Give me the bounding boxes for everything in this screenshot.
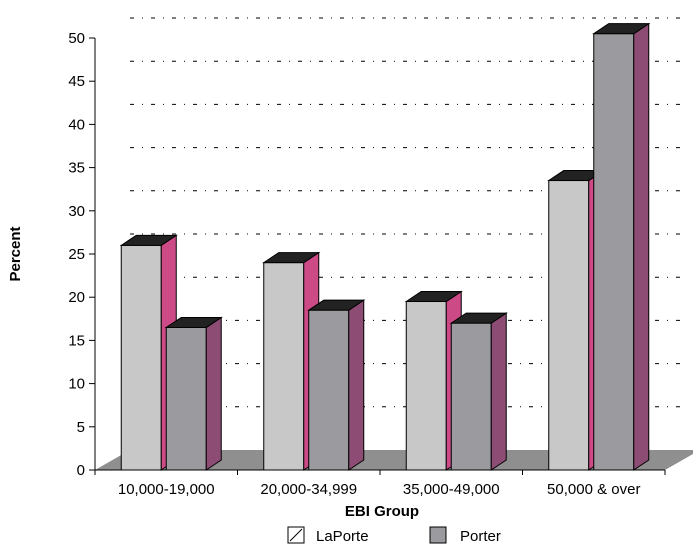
bar-top-laporte-cat1 — [119, 234, 178, 246]
y-tick-label-5: 5 — [77, 419, 85, 436]
x-tick-label-2: 20,000-34,999 — [260, 481, 357, 498]
legend-swatch-porter — [429, 526, 447, 544]
x-tick-label-4: 50,000 & over — [547, 481, 640, 498]
y-tick-label-15: 15 — [68, 332, 85, 349]
bar-top-porter-cat4 — [592, 23, 651, 35]
x-axis-label: EBI Group — [345, 503, 419, 520]
bar-top-porter-cat3 — [449, 312, 508, 324]
x-tick-label-3: 35,000-49,000 — [403, 481, 500, 498]
y-tick-label-35: 35 — [68, 160, 85, 177]
bar-porter-cat4 — [593, 33, 635, 471]
y-tick-label-25: 25 — [68, 246, 85, 263]
bar-laporte-cat2 — [263, 262, 305, 471]
bar-laporte-cat1 — [120, 244, 162, 471]
bar-side-porter-cat3 — [490, 312, 507, 471]
bar-side-porter-cat2 — [348, 299, 365, 471]
bar-porter-cat1 — [165, 326, 207, 471]
bar-top-laporte-cat2 — [262, 252, 321, 264]
bar-porter-cat2 — [308, 309, 350, 471]
y-tick-label-45: 45 — [68, 73, 85, 90]
legend-label-porter: Porter — [460, 528, 501, 545]
bar-laporte-cat4 — [548, 180, 590, 471]
x-tick-label-1: 10,000-19,000 — [118, 481, 215, 498]
bar-top-laporte-cat3 — [404, 291, 463, 303]
y-tick-label-0: 0 — [77, 462, 85, 479]
bar-top-porter-cat1 — [164, 316, 223, 328]
y-tick-label-40: 40 — [68, 116, 85, 133]
y-tick-label-20: 20 — [68, 289, 85, 306]
bar-laporte-cat3 — [405, 301, 447, 471]
y-tick-label-30: 30 — [68, 203, 85, 220]
y-tick-label-50: 50 — [68, 30, 85, 47]
y-axis-label: Percent — [7, 226, 24, 281]
bar-top-porter-cat2 — [307, 299, 366, 311]
bar-porter-cat3 — [450, 322, 492, 471]
legend-label-laporte: LaPorte — [316, 528, 369, 545]
bar-side-porter-cat4 — [633, 22, 650, 471]
legend-swatch-laporte-hatch — [289, 528, 303, 542]
chart-floor — [95, 450, 693, 470]
y-tick-label-10: 10 — [68, 376, 85, 393]
bar-side-porter-cat1 — [205, 316, 222, 471]
